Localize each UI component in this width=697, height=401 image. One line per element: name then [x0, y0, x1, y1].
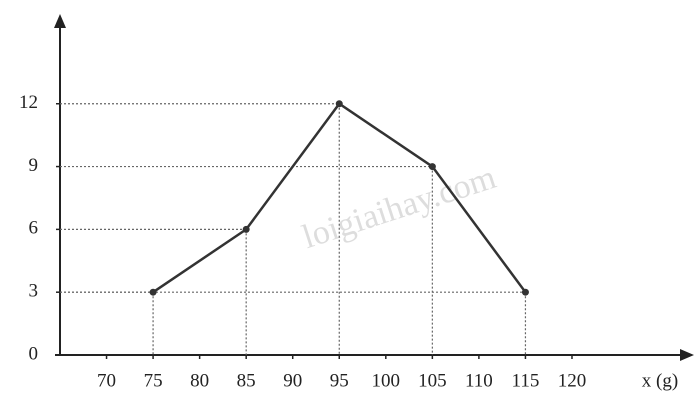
- y-arrow: [54, 14, 66, 28]
- point: [521, 288, 529, 296]
- x-tick-label: 85: [237, 370, 256, 391]
- x-tick-label: 90: [283, 370, 302, 391]
- x-tick-label: 110: [465, 370, 493, 391]
- point: [335, 100, 343, 108]
- x-tick-label: 115: [512, 370, 540, 391]
- x-tick-label: 105: [418, 370, 447, 391]
- x-tick-label: 95: [330, 370, 349, 391]
- point: [149, 288, 157, 296]
- y-tick-label: 3: [29, 281, 39, 302]
- y-tick-label: 12: [19, 92, 38, 113]
- x-tick-label: 100: [372, 370, 401, 391]
- x-tick-label: 80: [190, 370, 209, 391]
- point: [428, 163, 436, 171]
- x-tick-label: 70: [97, 370, 116, 391]
- x-axis-label: x (g): [642, 370, 678, 391]
- watermark: loigiaihay.com: [298, 159, 500, 256]
- y-tick-label: 0: [29, 343, 39, 364]
- point: [242, 225, 250, 233]
- x-tick-label: 120: [558, 370, 587, 391]
- x-tick-label: 75: [144, 370, 163, 391]
- y-tick-label: 9: [29, 155, 39, 176]
- x-arrow: [680, 349, 694, 361]
- y-tick-label: 6: [29, 218, 39, 239]
